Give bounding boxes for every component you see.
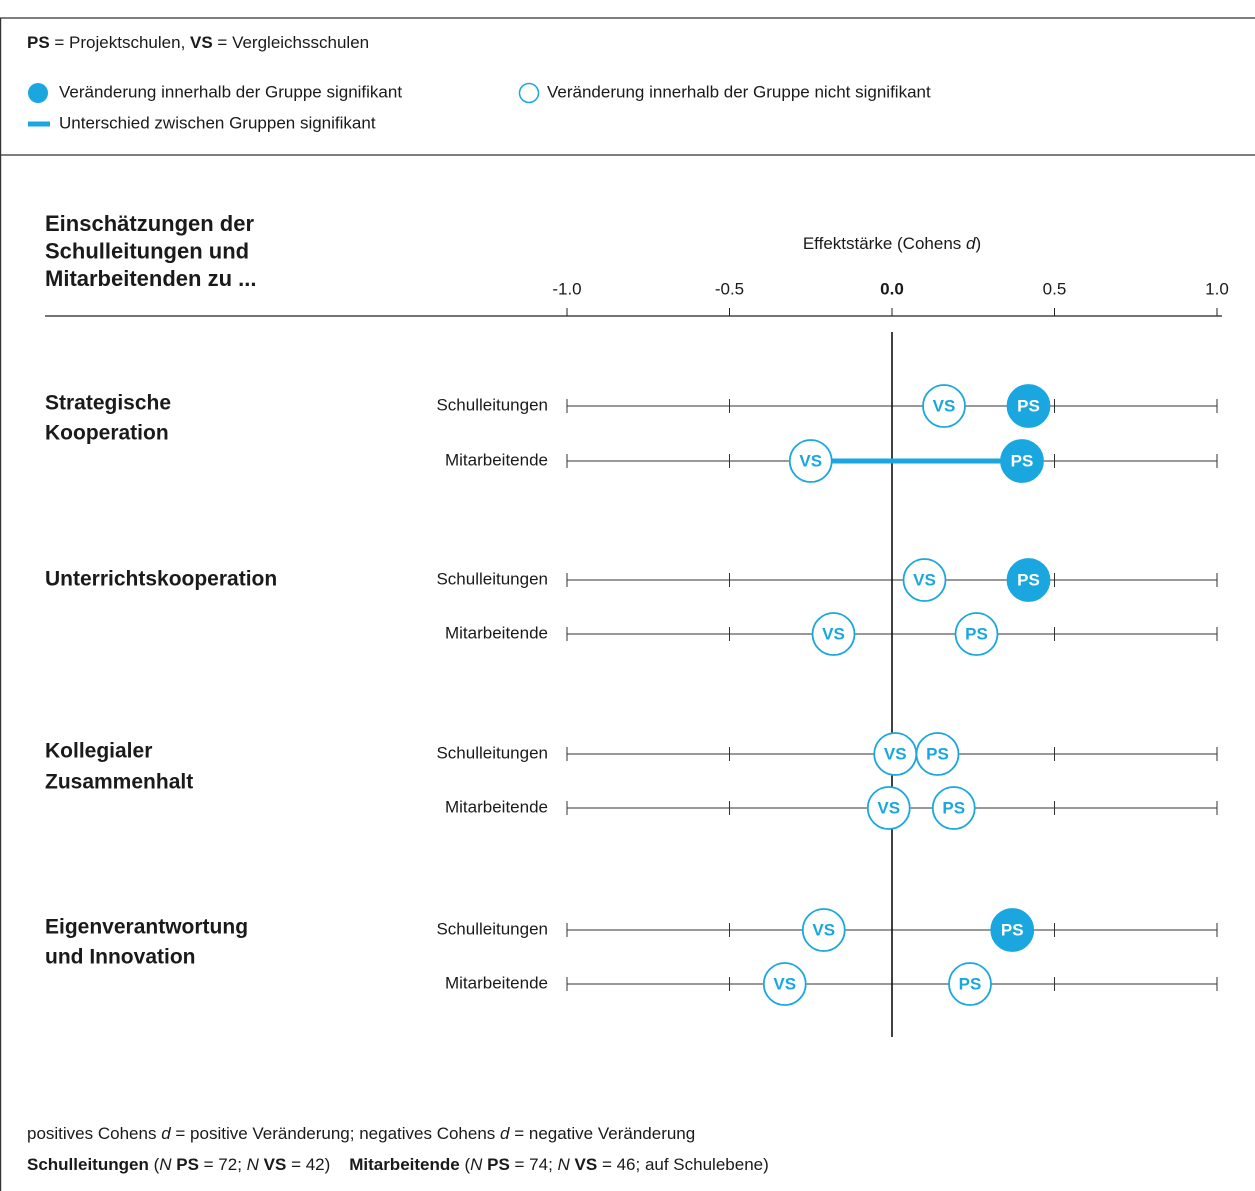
text-part: PS [172, 1155, 199, 1174]
dot-label: PS [965, 624, 988, 643]
group-label: Kollegialer [45, 740, 152, 763]
text-part: VS [190, 33, 213, 52]
legend-label: Unterschied zwischen Gruppen signifikant [59, 113, 376, 132]
chart-title: Schulleitungen und [45, 238, 249, 263]
text-part: = positive Veränderung; negatives Cohens [171, 1124, 500, 1143]
dot [762, 962, 807, 1006]
row-label: Schulleitungen [436, 919, 548, 938]
dot [801, 908, 846, 952]
legend-icon-filled [28, 83, 48, 103]
rich-text: positives Cohens d = positive Veränderun… [27, 1124, 695, 1143]
row-label: Mitarbeitende [445, 797, 548, 816]
group-label: Strategische [45, 392, 171, 415]
x-tick-label: 1.0 [1205, 279, 1229, 298]
dot-label: VS [913, 570, 936, 589]
dot [931, 786, 976, 830]
text-part: d [966, 234, 976, 253]
dot [948, 962, 992, 1006]
dot [866, 786, 911, 830]
text-part: ( [460, 1155, 471, 1174]
text-part: PS [482, 1155, 509, 1174]
text-part: = Projektschulen, [50, 33, 190, 52]
x-tick-label: 0.5 [1043, 279, 1067, 298]
dot [922, 384, 966, 428]
dot-label: PS [942, 798, 965, 817]
dot-label: PS [926, 744, 949, 763]
text-part: positives Cohens [27, 1124, 161, 1143]
dot [811, 612, 856, 656]
row-label: Mitarbeitende [445, 450, 548, 469]
dot-label: PS [1017, 570, 1040, 589]
text-part: N [247, 1155, 260, 1174]
text-part: Schulleitungen [27, 1155, 149, 1174]
dot [915, 732, 960, 776]
text-part: = 74; [510, 1155, 558, 1174]
dot [788, 439, 833, 483]
legend-label: Veränderung innerhalb der Gruppe signifi… [59, 82, 402, 101]
row-label: Schulleitungen [436, 395, 548, 414]
group-label: Kooperation [45, 422, 169, 445]
x-tick-label: -1.0 [552, 279, 581, 298]
legend-icon-open [518, 82, 540, 104]
dot-label: VS [773, 974, 796, 993]
text-part: = 42) [286, 1155, 349, 1174]
text-part: ) [975, 234, 981, 253]
text-part: N [558, 1155, 571, 1174]
rich-text: PS = Projektschulen, VS = Vergleichsschu… [27, 33, 369, 52]
dot-label: VS [933, 396, 956, 415]
text-part: VS [259, 1155, 286, 1174]
dot [1006, 558, 1051, 602]
group-label: Eigenverantwortung [45, 916, 248, 939]
dot [1000, 439, 1044, 483]
dot-label: VS [877, 798, 900, 817]
text-part: N [159, 1155, 172, 1174]
dot-label: PS [959, 974, 982, 993]
x-tick-label: -0.5 [715, 279, 744, 298]
text-part: = Vergleichsschulen [213, 33, 369, 52]
dot-label: VS [822, 624, 845, 643]
row-label: Schulleitungen [436, 569, 548, 588]
text-part: N [470, 1155, 483, 1174]
dot-label: PS [1011, 451, 1034, 470]
dot-label: VS [884, 744, 907, 763]
row-label: Mitarbeitende [445, 973, 548, 992]
group-label: und Innovation [45, 946, 195, 969]
text-part: ( [149, 1155, 160, 1174]
dot [902, 558, 947, 602]
x-tick-label: 0.0 [880, 279, 904, 298]
legend-label: Veränderung innerhalb der Gruppe nicht s… [547, 82, 931, 101]
chart-title: Mitarbeitenden zu ... [45, 266, 256, 291]
dot [954, 612, 999, 656]
text-part: d [500, 1124, 510, 1143]
text-part: d [161, 1124, 171, 1143]
dot-label: PS [1017, 396, 1040, 415]
text-part: PS [27, 33, 50, 52]
rich-text: Schulleitungen (N PS = 72; N VS = 42) Mi… [27, 1155, 769, 1174]
chart-title: Einschätzungen der [45, 211, 254, 236]
text-part: = negative Veränderung [509, 1124, 695, 1143]
group-label: Unterrichtskooperation [45, 568, 277, 591]
dot-label: PS [1001, 920, 1024, 939]
text-part: Mitarbeitende [349, 1155, 460, 1174]
dot-label: VS [799, 451, 822, 470]
row-label: Mitarbeitende [445, 623, 548, 642]
text-part: Effektstärke (Cohens [803, 234, 966, 253]
group-label: Zusammenhalt [45, 771, 193, 794]
dot [1006, 384, 1051, 428]
rich-text: Effektstärke (Cohens d) [803, 234, 981, 253]
dot-label: VS [812, 920, 835, 939]
text-part: = 46; auf Schulebene) [597, 1155, 769, 1174]
dot [990, 908, 1035, 952]
text-part: VS [570, 1155, 597, 1174]
text-part: = 72; [199, 1155, 247, 1174]
row-label: Schulleitungen [436, 743, 548, 762]
